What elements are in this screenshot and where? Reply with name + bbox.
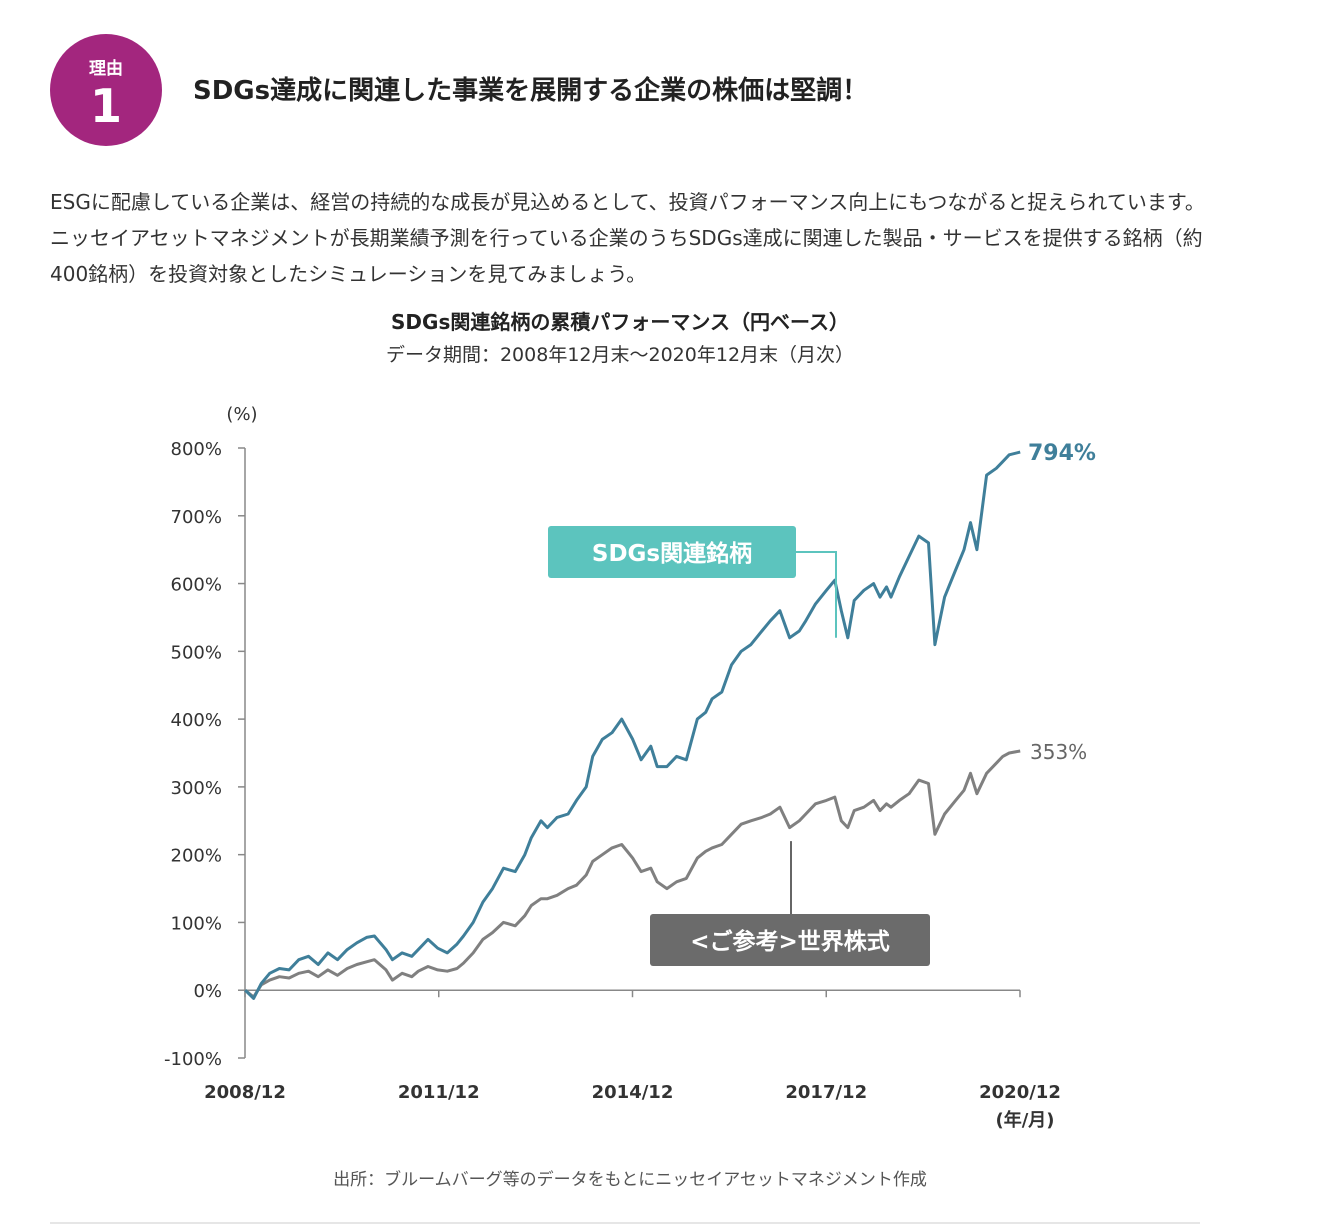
y-tick-label: 500% bbox=[171, 642, 222, 663]
y-tick-label: 100% bbox=[171, 913, 222, 934]
sdgs-series-line bbox=[244, 450, 1021, 1000]
sdgs-callout-leader bbox=[796, 551, 837, 638]
y-tick-label: 300% bbox=[171, 778, 222, 799]
y-tick-label: 0% bbox=[193, 981, 222, 1002]
sdgs-callout-label: SDGs関連銘柄 bbox=[592, 540, 752, 567]
x-tick-label: 2011/12 bbox=[398, 1082, 480, 1103]
reason-badge-number: 1 bbox=[89, 79, 122, 133]
performance-chart: (%) (年/月) 800% 700% 600% 500% 400% 300% 200% 100… bbox=[164, 404, 1096, 1131]
x-axis-ticks: 2008/12 2011/12 2014/12 2017/12 2020/12 bbox=[204, 990, 1061, 1103]
chart-subtitle: データ期間：2008年12月末～2020年12月末（月次） bbox=[385, 344, 855, 366]
source-note: 出所：ブルームバーグ等のデータをもとにニッセイアセットマネジメント作成 bbox=[333, 1170, 927, 1190]
world-series-line bbox=[244, 749, 1021, 999]
y-tick-label: 800% bbox=[171, 439, 222, 460]
x-tick-label: 2008/12 bbox=[204, 1082, 286, 1103]
y-axis-ticks: 800% 700% 600% 500% 400% 300% 200% 100% 0% -100% bbox=[164, 439, 245, 1070]
section-heading: SDGs達成に関連した事業を展開する企業の株価は堅調！ bbox=[193, 76, 869, 106]
x-tick-label: 2014/12 bbox=[592, 1082, 674, 1103]
world-callout-box bbox=[650, 914, 930, 966]
world-callout-label: <ご参考>世界株式 bbox=[690, 928, 890, 955]
reason-badge: 理由 1 bbox=[50, 34, 162, 146]
y-tick-label: 200% bbox=[171, 846, 222, 867]
y-tick-label: 600% bbox=[171, 575, 222, 596]
chart-title: SDGs関連銘柄の累積パフォーマンス（円ベース） bbox=[391, 310, 849, 334]
y-tick-label: 400% bbox=[171, 710, 222, 731]
bottom-divider bbox=[50, 1222, 1200, 1224]
y-tick-label: -100% bbox=[164, 1049, 222, 1070]
sdgs-callout-box bbox=[548, 526, 796, 578]
x-axis-unit: (年/月) bbox=[995, 1109, 1054, 1131]
series-lines bbox=[244, 450, 1021, 1000]
chart-axes: (%) (年/月) bbox=[226, 404, 1054, 1131]
world-end-label: 353% bbox=[1030, 740, 1087, 764]
reason-badge-label: 理由 bbox=[89, 59, 123, 79]
sdgs-end-label: 794% bbox=[1028, 441, 1096, 466]
series-labels: 794% 353% SDGs関連銘柄 <ご参考>世界株式 bbox=[548, 441, 1096, 966]
x-tick-label: 2017/12 bbox=[785, 1082, 867, 1103]
y-axis-unit: (%) bbox=[226, 404, 257, 425]
y-tick-label: 700% bbox=[171, 507, 222, 528]
x-tick-label: 2020/12 bbox=[979, 1082, 1061, 1103]
intro-paragraph: ESGに配慮している企業は、経営の持続的な成長が見込めるとして、投資パフォーマン… bbox=[50, 190, 1205, 286]
